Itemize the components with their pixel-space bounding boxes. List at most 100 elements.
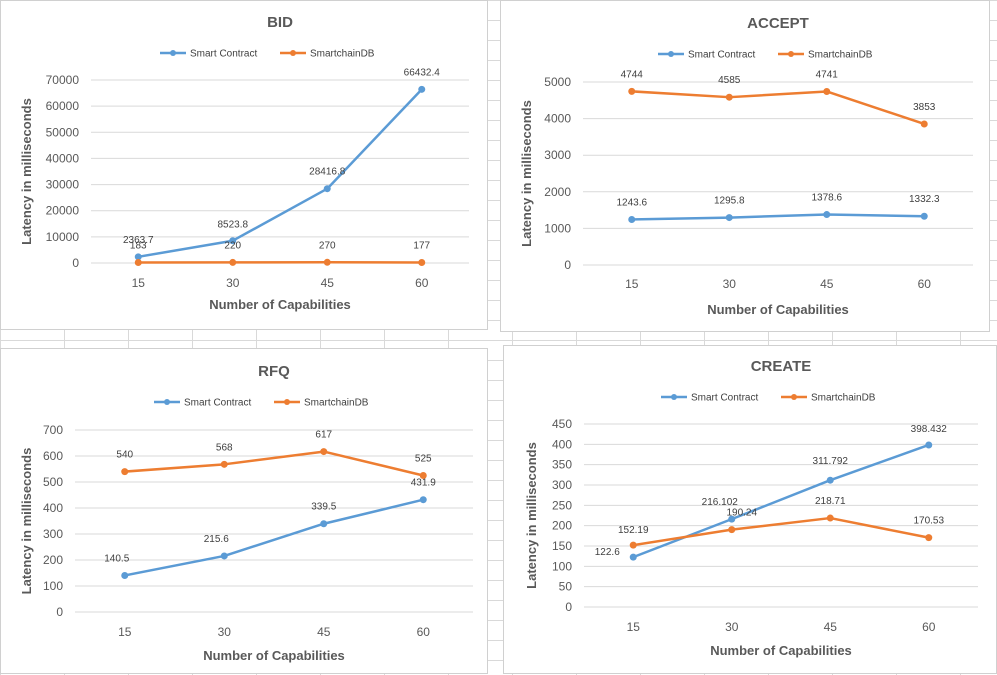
data-point [628, 216, 635, 223]
y-tick-label: 0 [565, 600, 572, 614]
data-point [418, 259, 425, 266]
y-tick-label: 3000 [544, 148, 571, 162]
data-point [324, 185, 331, 192]
legend-item-0: Smart Contract [661, 393, 758, 404]
y-tick-label: 100 [552, 559, 572, 573]
y-tick-label: 0 [72, 256, 79, 270]
y-tick-label: 0 [56, 605, 63, 619]
data-label: 216.102 [702, 497, 739, 508]
data-label: 617 [315, 430, 332, 441]
y-tick-label: 70000 [46, 73, 80, 87]
chart-title: CREATE [751, 358, 812, 375]
data-label: 218.71 [815, 496, 846, 507]
data-point [121, 468, 128, 475]
y-tick-label: 50 [559, 580, 573, 594]
x-tick-label: 15 [132, 276, 146, 290]
y-tick-label: 200 [552, 519, 572, 533]
legend-label: SmartchainDB [310, 49, 375, 60]
data-label: 28416.8 [309, 167, 346, 178]
legend-item-0: Smart Contract [154, 398, 251, 409]
data-label: 190.24 [726, 508, 757, 519]
legend-swatch-marker [290, 50, 296, 56]
data-point [418, 86, 425, 93]
data-label: 431.9 [411, 478, 436, 489]
y-tick-label: 350 [552, 458, 572, 472]
data-point [921, 120, 928, 127]
legend-label: Smart Contract [184, 398, 251, 409]
data-label: 4744 [621, 69, 644, 80]
data-point [221, 552, 228, 559]
x-axis-title: Number of Capabilities [203, 648, 345, 663]
data-point [921, 213, 928, 220]
x-axis-title: Number of Capabilities [209, 297, 351, 312]
y-tick-label: 4000 [544, 112, 571, 126]
series-line-0 [138, 89, 422, 256]
y-axis-title: Latency in milliseconds [19, 448, 34, 595]
data-label: 525 [415, 454, 432, 465]
data-label: 66432.4 [404, 67, 441, 78]
y-tick-label: 200 [43, 553, 63, 567]
data-point [420, 496, 427, 503]
x-tick-label: 30 [218, 625, 232, 639]
y-tick-label: 40000 [46, 151, 80, 165]
data-point [925, 441, 932, 448]
data-label: 140.5 [104, 553, 129, 564]
data-label: 3853 [913, 102, 936, 113]
data-label: 398.432 [911, 424, 948, 435]
x-axis-title: Number of Capabilities [710, 643, 852, 658]
legend-swatch-marker [284, 399, 290, 405]
chart-title: BID [267, 14, 293, 31]
data-point [827, 477, 834, 484]
data-label: 4741 [816, 69, 839, 80]
x-tick-label: 60 [922, 620, 936, 634]
legend-swatch-marker [788, 51, 794, 57]
data-point [726, 214, 733, 221]
y-tick-label: 5000 [544, 75, 571, 89]
legend-label: SmartchainDB [808, 50, 873, 61]
data-label: 1332.3 [909, 194, 940, 205]
y-tick-label: 400 [552, 437, 572, 451]
y-tick-label: 1000 [544, 221, 571, 235]
data-point [823, 88, 830, 95]
x-tick-label: 45 [317, 625, 331, 639]
data-point [324, 259, 331, 266]
x-tick-label: 45 [820, 277, 834, 291]
data-label: 220 [224, 240, 241, 251]
x-tick-label: 30 [723, 277, 737, 291]
x-tick-label: 15 [627, 620, 641, 634]
data-point [925, 534, 932, 541]
chart-title: RFQ [258, 363, 290, 380]
x-tick-label: 15 [625, 277, 639, 291]
y-tick-label: 60000 [46, 99, 80, 113]
y-tick-label: 20000 [46, 204, 80, 218]
legend-label: SmartchainDB [304, 398, 369, 409]
data-label: 568 [216, 442, 233, 453]
data-label: 540 [116, 450, 133, 461]
data-point [630, 542, 637, 549]
x-tick-label: 45 [824, 620, 838, 634]
data-point [827, 515, 834, 522]
data-label: 122.6 [595, 547, 620, 558]
y-tick-label: 250 [552, 498, 572, 512]
data-point [628, 88, 635, 95]
x-tick-label: 45 [321, 276, 335, 290]
data-label: 270 [319, 240, 336, 251]
legend-label: Smart Contract [691, 393, 758, 404]
data-point [823, 211, 830, 218]
y-tick-label: 400 [43, 501, 63, 515]
legend-swatch-marker [671, 394, 677, 400]
x-tick-label: 60 [918, 277, 932, 291]
y-axis-title: Latency in milliseconds [19, 98, 34, 245]
legend-item-0: Smart Contract [160, 49, 257, 60]
y-tick-label: 300 [43, 527, 63, 541]
y-tick-label: 2000 [544, 185, 571, 199]
y-tick-label: 50000 [46, 125, 80, 139]
y-tick-label: 500 [43, 475, 63, 489]
y-tick-label: 600 [43, 449, 63, 463]
data-point [420, 472, 427, 479]
data-label: 183 [130, 241, 147, 252]
data-label: 4585 [718, 75, 741, 86]
